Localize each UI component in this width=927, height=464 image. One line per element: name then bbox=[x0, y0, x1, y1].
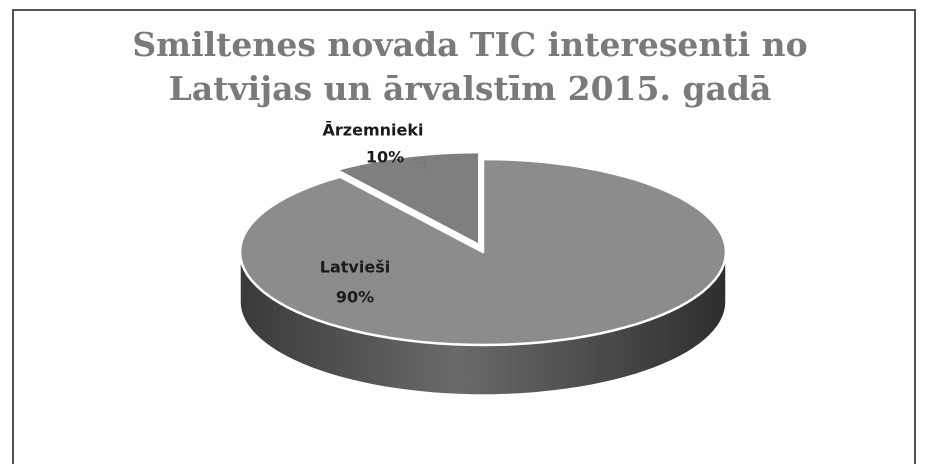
category-label: Ārzemnieki bbox=[323, 120, 424, 140]
chart-title-line: Smiltenes novada TIC interesenti no bbox=[132, 25, 807, 64]
data-label: 90% bbox=[336, 288, 374, 307]
category-label: Latvieši bbox=[320, 258, 390, 277]
pie-slice bbox=[335, 150, 481, 247]
chart-title-line: Latvijas un ārvalstīm 2015. gadā bbox=[169, 69, 772, 108]
pie bbox=[238, 150, 728, 396]
slice-top bbox=[238, 157, 728, 347]
leader-line bbox=[413, 162, 426, 172]
pie-slice bbox=[238, 157, 728, 396]
data-label: 10% bbox=[366, 148, 404, 167]
slice-top bbox=[335, 150, 481, 247]
